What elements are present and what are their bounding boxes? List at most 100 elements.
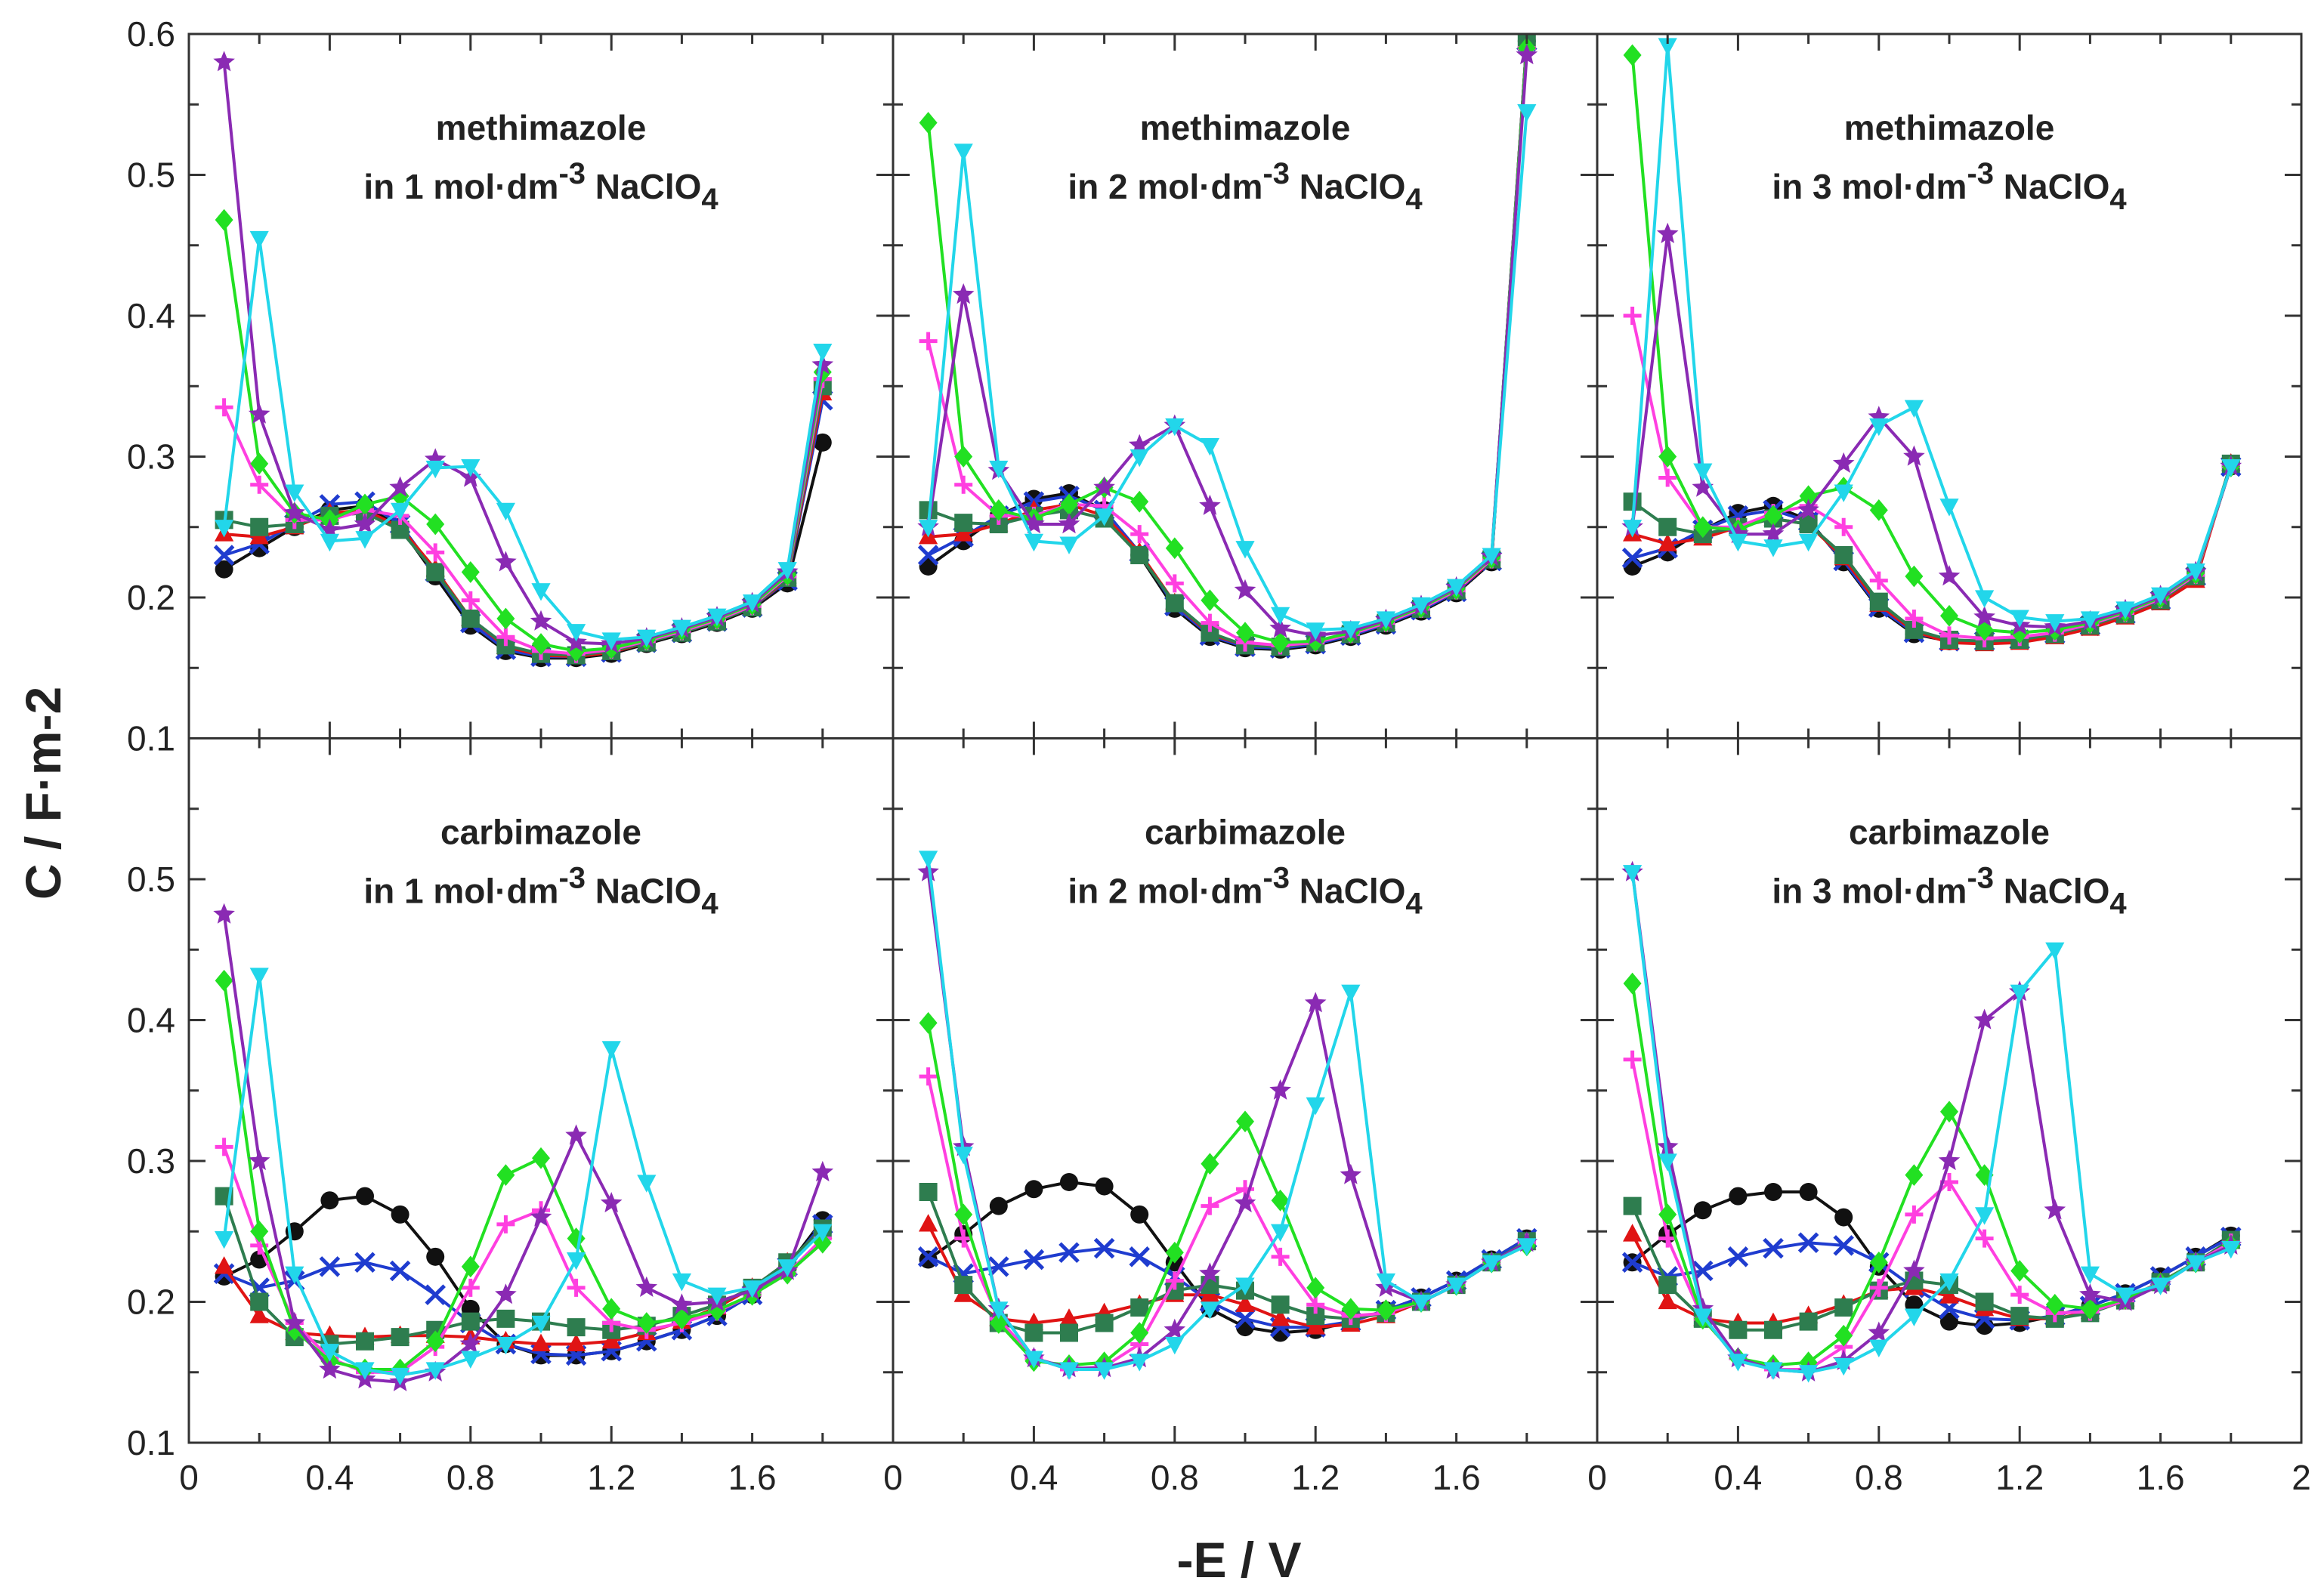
- data-point: [1271, 631, 1290, 654]
- data-point: [672, 619, 691, 638]
- data-point: [1692, 1297, 1714, 1318]
- data-point: [1201, 623, 1219, 642]
- data-point: [1869, 571, 1888, 590]
- data-point: [2080, 611, 2100, 629]
- data-point: [1234, 1192, 1256, 1213]
- data-point: [637, 1175, 657, 1193]
- data-point: [2221, 458, 2241, 477]
- data-point: [285, 1319, 304, 1341]
- data-point: [2010, 1307, 2029, 1326]
- data-point: [1658, 1229, 1677, 1248]
- data-point: [1235, 1308, 1256, 1329]
- data-point: [1129, 1246, 1150, 1267]
- data-point: [2045, 942, 2065, 961]
- data-point: [215, 1256, 234, 1274]
- data-point: [1200, 1301, 1219, 1320]
- data-point: [319, 1256, 341, 1277]
- data-point: [1306, 1277, 1325, 1299]
- data-point: [1799, 515, 1818, 534]
- data-point: [1658, 38, 1677, 56]
- panel-title-pre: in 1 mol·dm: [363, 167, 558, 206]
- data-point: [215, 520, 234, 538]
- data-point: [389, 1260, 411, 1282]
- data-point: [1447, 1277, 1466, 1295]
- panel-title-pre: in 3 mol·dm: [1772, 872, 1967, 911]
- x-tick-label: 1.6: [1432, 1458, 1481, 1497]
- data-point: [989, 1196, 1008, 1215]
- data-point: [1658, 468, 1677, 487]
- panel-title-sub: 4: [2109, 888, 2127, 921]
- panel-title-post: NaClO: [1994, 872, 2109, 911]
- data-point: [391, 520, 409, 539]
- data-point: [917, 545, 939, 566]
- data-point: [1940, 1101, 1958, 1123]
- data-point: [1201, 1196, 1219, 1215]
- data-point: [637, 1312, 656, 1334]
- data-point: [919, 112, 938, 134]
- data-point: [215, 208, 233, 231]
- data-point: [1130, 546, 1149, 565]
- data-point: [496, 1336, 515, 1355]
- data-point: [953, 523, 973, 542]
- data-point: [1199, 1262, 1221, 1283]
- series-8: [919, 103, 1537, 641]
- data-point: [2186, 1255, 2205, 1274]
- x-axis-title: -E / V: [1176, 1532, 1301, 1588]
- data-point: [1693, 463, 1713, 481]
- data-point: [813, 433, 832, 452]
- panel-title-pre: in 2 mol·dm: [1068, 872, 1262, 911]
- data-point: [707, 1287, 727, 1305]
- data-point: [1165, 418, 1185, 437]
- data-point: [1832, 452, 1855, 473]
- data-point: [954, 1276, 973, 1295]
- data-point: [1623, 865, 1643, 883]
- y-tick-label: 0.3: [127, 1141, 175, 1181]
- data-point: [919, 1214, 938, 1232]
- data-point: [1130, 449, 1149, 468]
- panel-title-sup: -3: [1262, 157, 1290, 190]
- x-tick-label: 0.8: [1855, 1458, 1903, 1497]
- data-point: [989, 1312, 1008, 1334]
- data-point: [1128, 434, 1151, 455]
- data-point: [1060, 493, 1078, 516]
- data-point: [1658, 1153, 1677, 1172]
- data-point: [2010, 610, 2029, 628]
- x-tick-label: 1.6: [728, 1458, 777, 1497]
- data-point: [601, 1041, 621, 1059]
- data-point: [531, 583, 551, 601]
- data-point: [919, 332, 938, 350]
- data-point: [917, 1246, 939, 1267]
- data-point: [1235, 1294, 1255, 1312]
- data-point: [813, 1224, 833, 1243]
- data-point: [461, 1255, 480, 1278]
- panel-series: [917, 34, 1538, 659]
- series-8: [919, 851, 1537, 1380]
- data-point: [1165, 1241, 1184, 1264]
- data-point: [495, 551, 517, 572]
- data-point: [1271, 1308, 1290, 1326]
- data-point: [1236, 622, 1254, 644]
- data-point: [1199, 494, 1221, 515]
- data-point: [743, 1280, 762, 1298]
- data-point: [1235, 541, 1255, 559]
- data-point: [530, 1206, 552, 1227]
- data-point: [1269, 617, 1291, 638]
- data-point: [919, 851, 938, 869]
- y-tick-label: 0.2: [127, 578, 175, 617]
- data-point: [496, 1215, 515, 1233]
- data-point: [1868, 406, 1890, 427]
- data-point: [1975, 1164, 1994, 1187]
- data-point: [213, 545, 235, 566]
- x-tick-label: 0: [883, 1458, 903, 1497]
- data-point: [1517, 103, 1537, 122]
- y-tick-label: 0.6: [127, 14, 175, 54]
- panel-title-sub: 4: [1405, 183, 1423, 216]
- data-point: [250, 517, 269, 536]
- x-tick-label: 0: [179, 1458, 199, 1497]
- x-tick-label: 0.4: [1009, 1458, 1058, 1497]
- data-point: [1376, 611, 1395, 629]
- data-point: [2115, 1287, 2135, 1305]
- data-point: [1764, 1320, 1782, 1339]
- data-point: [248, 1150, 270, 1171]
